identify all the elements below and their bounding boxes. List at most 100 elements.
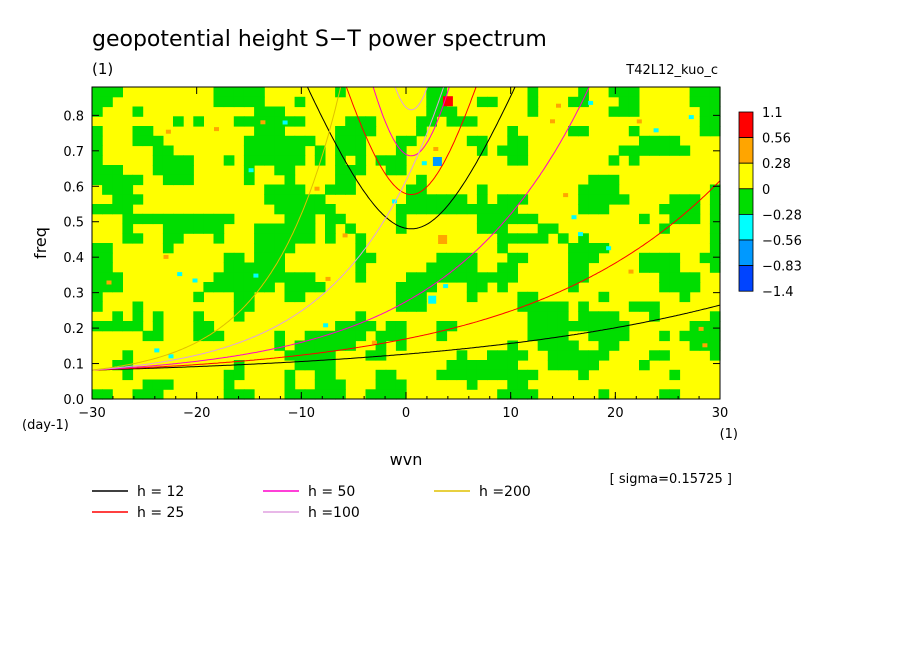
field-peak bbox=[442, 96, 453, 107]
legend-label: h = 25 bbox=[137, 505, 184, 521]
field-cell bbox=[284, 116, 296, 127]
field-cell bbox=[345, 330, 356, 342]
field-cell bbox=[689, 330, 701, 342]
field-cell bbox=[375, 340, 387, 351]
field-cell bbox=[689, 194, 701, 205]
field-cell bbox=[416, 272, 427, 283]
colorbar-label: −0.28 bbox=[762, 208, 802, 223]
field-cell bbox=[669, 135, 681, 147]
field-speck bbox=[628, 269, 634, 274]
field-cell bbox=[416, 174, 427, 186]
field-cell bbox=[395, 165, 407, 176]
field-cell bbox=[709, 252, 721, 264]
field-cell bbox=[659, 282, 670, 293]
colorbar-swatch bbox=[738, 239, 754, 267]
field-cell bbox=[173, 174, 184, 186]
field-cell bbox=[476, 145, 488, 156]
field-cell bbox=[476, 360, 488, 371]
field-cell bbox=[446, 194, 458, 205]
field-cell bbox=[628, 106, 640, 117]
field-cell bbox=[416, 291, 427, 303]
field-cell bbox=[679, 282, 691, 293]
field-cell bbox=[122, 321, 134, 332]
field-cell bbox=[274, 330, 285, 342]
curve-gravity-1 bbox=[345, 87, 477, 195]
field-cell bbox=[132, 194, 144, 205]
field-cell bbox=[689, 282, 701, 293]
field-cell bbox=[679, 272, 691, 283]
field-cell bbox=[669, 252, 681, 264]
field-cell bbox=[487, 96, 498, 108]
field-cell bbox=[699, 106, 711, 117]
field-cell bbox=[578, 126, 589, 137]
field-cell bbox=[254, 243, 265, 254]
field-cell bbox=[102, 165, 113, 176]
legend-label: h =200 bbox=[479, 484, 531, 500]
field-cell bbox=[193, 291, 204, 303]
field-cell bbox=[142, 389, 154, 400]
field-cell bbox=[264, 272, 275, 283]
field-cell bbox=[294, 96, 306, 108]
field-speck bbox=[571, 215, 577, 220]
field-cell bbox=[568, 126, 579, 137]
field-cell bbox=[152, 389, 164, 400]
field-cell bbox=[578, 311, 589, 322]
field-cell bbox=[213, 233, 225, 244]
field-cell bbox=[92, 243, 103, 254]
legend: h = 12 h = 25 h = 50 h =100 h =200 bbox=[92, 484, 531, 521]
field-cell bbox=[264, 126, 275, 137]
field-cell bbox=[294, 194, 306, 205]
field-cell bbox=[507, 145, 518, 156]
field-peak bbox=[428, 295, 437, 304]
field-cell bbox=[699, 321, 711, 332]
field-cell bbox=[223, 155, 235, 166]
field-cell bbox=[456, 194, 468, 205]
field-cell bbox=[355, 311, 367, 322]
field-cell bbox=[325, 360, 336, 371]
field-cell bbox=[193, 311, 204, 322]
field-cell bbox=[426, 262, 437, 273]
field-cell bbox=[335, 340, 346, 351]
field-cell bbox=[679, 194, 691, 205]
spectrum-field bbox=[92, 87, 721, 400]
field-cell bbox=[426, 87, 437, 98]
field-cell bbox=[497, 145, 508, 156]
field-cell bbox=[416, 282, 427, 293]
field-cell bbox=[92, 262, 103, 273]
field-cell bbox=[112, 194, 123, 205]
field-cell bbox=[223, 389, 235, 400]
field-cell bbox=[578, 360, 589, 371]
field-peak bbox=[432, 157, 442, 166]
field-speck bbox=[282, 120, 288, 125]
field-cell bbox=[497, 233, 508, 244]
field-cell bbox=[152, 321, 164, 332]
field-cell bbox=[355, 321, 367, 332]
field-speck bbox=[163, 254, 169, 259]
field-cell bbox=[568, 350, 579, 361]
field-cell bbox=[284, 194, 296, 205]
x-axis-title: wvn bbox=[390, 450, 423, 469]
colorbar-label: −0.56 bbox=[762, 234, 802, 249]
field-cell bbox=[608, 155, 620, 166]
field-cell bbox=[628, 126, 640, 137]
field-cell bbox=[669, 369, 681, 381]
field-cell bbox=[233, 87, 245, 98]
field-speck bbox=[698, 326, 704, 331]
curve-kelvin-1 bbox=[92, 180, 720, 371]
field-cell bbox=[355, 252, 367, 264]
field-cell bbox=[355, 155, 367, 166]
field-cell bbox=[132, 311, 144, 322]
field-cell bbox=[385, 379, 397, 390]
field-cell bbox=[314, 204, 326, 215]
field-cell bbox=[142, 213, 154, 225]
field-cell bbox=[557, 311, 569, 322]
field-cell bbox=[456, 369, 468, 381]
field-cell bbox=[517, 145, 529, 156]
field-cell bbox=[476, 135, 488, 147]
field-cell bbox=[446, 204, 458, 215]
field-cell bbox=[325, 379, 336, 390]
field-cell bbox=[406, 301, 417, 312]
field-cell bbox=[274, 165, 285, 176]
field-cell bbox=[639, 145, 650, 156]
field-cell bbox=[649, 135, 660, 147]
